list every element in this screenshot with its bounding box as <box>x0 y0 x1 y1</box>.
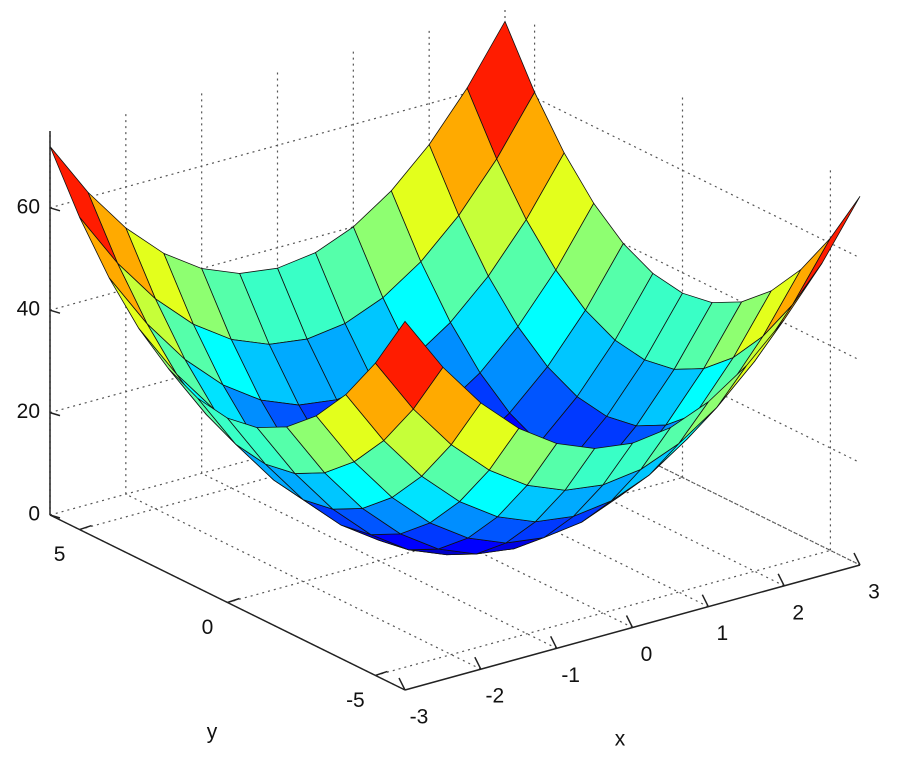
z-tick <box>49 207 61 212</box>
x-tick-label: -3 <box>410 706 429 729</box>
x-tick <box>853 552 861 566</box>
z-tick-label: 0 <box>28 503 40 526</box>
y-tick <box>227 597 240 604</box>
x-axis-label: x <box>615 728 626 751</box>
surface-patch <box>762 237 831 337</box>
x-tick <box>701 594 710 608</box>
x-tick <box>625 615 634 628</box>
surface-patch <box>49 146 118 264</box>
y-tick-label: 0 <box>202 616 214 639</box>
z-tick <box>49 514 61 519</box>
x-tick <box>398 677 406 691</box>
z-tick-label: 40 <box>17 298 40 321</box>
surface-patch <box>792 196 861 306</box>
x-tick-label: 1 <box>716 622 728 645</box>
grid-line <box>49 82 506 209</box>
x-tick-label: -1 <box>561 664 580 687</box>
y-tick-label: 5 <box>54 543 66 566</box>
grid-line <box>375 549 831 676</box>
y-axis-label: y <box>207 721 218 744</box>
z-tick-label: 20 <box>17 400 40 423</box>
x-tick <box>777 573 785 587</box>
x-tick-label: -2 <box>485 685 504 708</box>
x-tick <box>549 635 558 649</box>
z-tick-label: 60 <box>17 195 40 218</box>
y-tick <box>79 524 92 531</box>
surface-patch <box>374 320 444 410</box>
x-tick-label: 3 <box>868 581 880 604</box>
x-tick-label: 0 <box>641 643 653 666</box>
y-tick-label: -5 <box>346 689 365 712</box>
x-tick <box>474 656 482 670</box>
surface-layer <box>49 20 861 556</box>
y-tick <box>375 670 388 677</box>
z-tick <box>49 411 61 417</box>
z-tick <box>49 309 61 314</box>
x-tick-label: 2 <box>792 601 804 624</box>
